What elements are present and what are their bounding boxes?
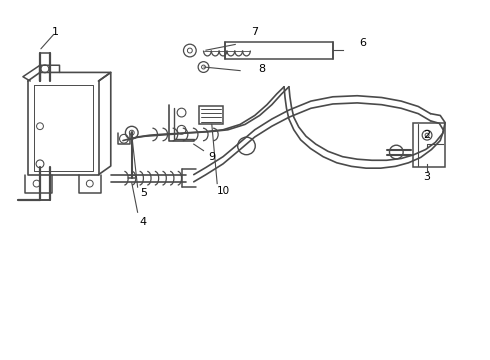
Text: 7: 7: [251, 27, 258, 37]
Text: 2: 2: [423, 130, 430, 140]
Bar: [414, 123, 445, 167]
Text: 8: 8: [259, 64, 266, 74]
Text: 1: 1: [52, 27, 59, 37]
Text: 3: 3: [423, 172, 430, 182]
Text: 9: 9: [208, 152, 216, 162]
Text: 5: 5: [140, 188, 147, 198]
Text: 6: 6: [360, 38, 367, 48]
Text: 10: 10: [217, 186, 230, 196]
Bar: [198, 107, 223, 125]
Bar: [225, 42, 333, 59]
Text: 4: 4: [140, 217, 147, 227]
